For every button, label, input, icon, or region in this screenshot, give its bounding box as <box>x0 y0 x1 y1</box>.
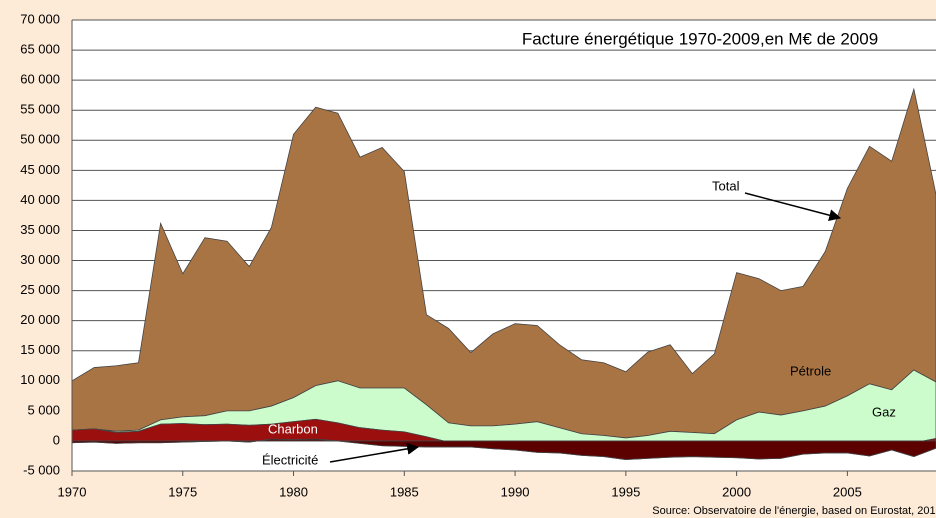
area-label: Électricité <box>262 452 318 467</box>
x-tick-label: 1995 <box>611 484 640 499</box>
area <box>71 438 936 460</box>
x-tick-label: 1985 <box>390 484 419 499</box>
chart-title: Facture énergétique 1970-2009,en M€ de 2… <box>522 29 878 48</box>
y-tick-label: 25 000 <box>20 282 60 297</box>
y-tick-label: 55 000 <box>20 102 60 117</box>
y-tick-label: 70 000 <box>20 11 60 26</box>
y-tick-label: 65 000 <box>20 42 60 57</box>
annotation-arrow <box>329 442 420 463</box>
area-label: Charbon <box>268 421 318 436</box>
area-label: Gaz <box>872 404 896 419</box>
y-tick-label: 40 000 <box>20 192 60 207</box>
annotation: Total <box>712 178 740 193</box>
y-tick-label: 0 <box>53 432 60 447</box>
y-tick-label: 60 000 <box>20 72 60 87</box>
source-note: Source: Observatoire de l'énergie, based… <box>652 505 936 517</box>
x-tick-label: 2000 <box>722 484 751 499</box>
y-tick-label: 15 000 <box>20 342 60 357</box>
annotation-arrow <box>744 192 842 222</box>
y-tick-label: 5 000 <box>27 402 60 417</box>
y-tick-label: -5 000 <box>23 462 60 477</box>
y-tick-label: 30 000 <box>20 252 60 267</box>
y-tick-label: 20 000 <box>20 312 60 327</box>
x-tick-label: 1980 <box>279 484 308 499</box>
x-tick-label: 1975 <box>168 484 197 499</box>
y-tick-label: 35 000 <box>20 222 60 237</box>
y-tick-label: 10 000 <box>20 372 60 387</box>
x-tick-label: 1990 <box>501 484 530 499</box>
area-label: Pétrole <box>790 363 831 378</box>
y-tick-label: 45 000 <box>20 162 60 177</box>
y-tick-label: 50 000 <box>20 132 60 147</box>
x-tick-label: 2005 <box>833 484 862 499</box>
x-tick-label: 1970 <box>58 484 87 499</box>
